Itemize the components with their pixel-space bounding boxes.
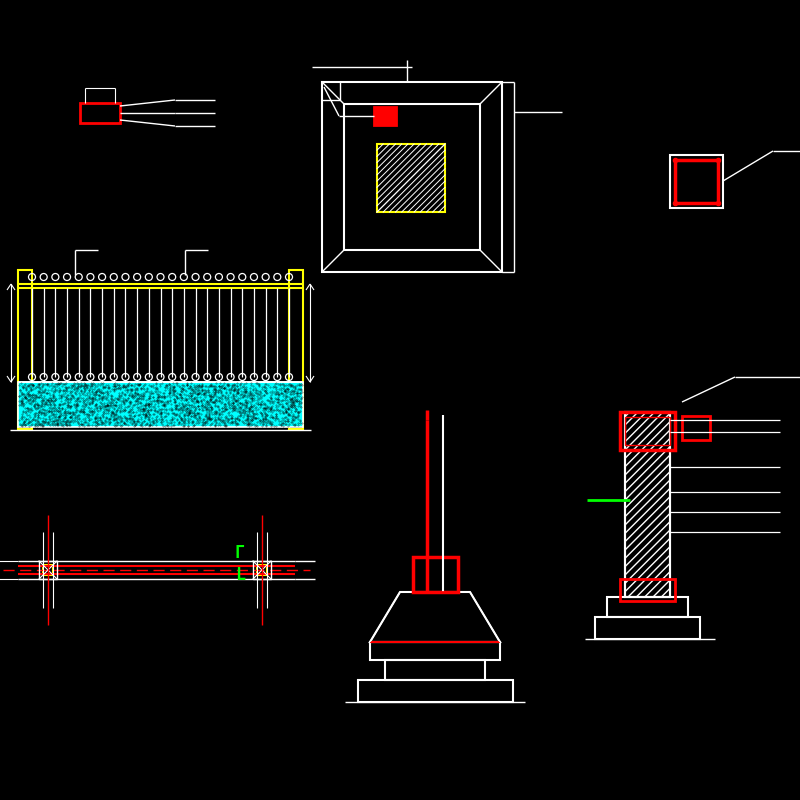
Bar: [18, 382, 303, 427]
Bar: [257, 565, 267, 575]
Bar: [620, 579, 675, 601]
Bar: [675, 160, 718, 203]
Bar: [358, 680, 513, 702]
Bar: [374, 107, 396, 125]
Bar: [413, 557, 458, 592]
Bar: [370, 642, 500, 660]
Bar: [607, 597, 688, 617]
Text: L: L: [235, 566, 245, 584]
Bar: [322, 82, 502, 272]
Bar: [625, 412, 670, 597]
Bar: [670, 155, 723, 208]
Text: Γ: Γ: [235, 544, 245, 562]
Bar: [43, 565, 53, 575]
Bar: [18, 270, 32, 429]
Bar: [80, 103, 120, 123]
Bar: [682, 416, 710, 440]
Bar: [625, 412, 670, 597]
Bar: [344, 104, 480, 250]
Bar: [620, 412, 675, 450]
Bar: [385, 660, 485, 680]
Bar: [289, 270, 303, 429]
Bar: [625, 417, 670, 445]
Bar: [595, 617, 700, 639]
Bar: [377, 144, 445, 212]
